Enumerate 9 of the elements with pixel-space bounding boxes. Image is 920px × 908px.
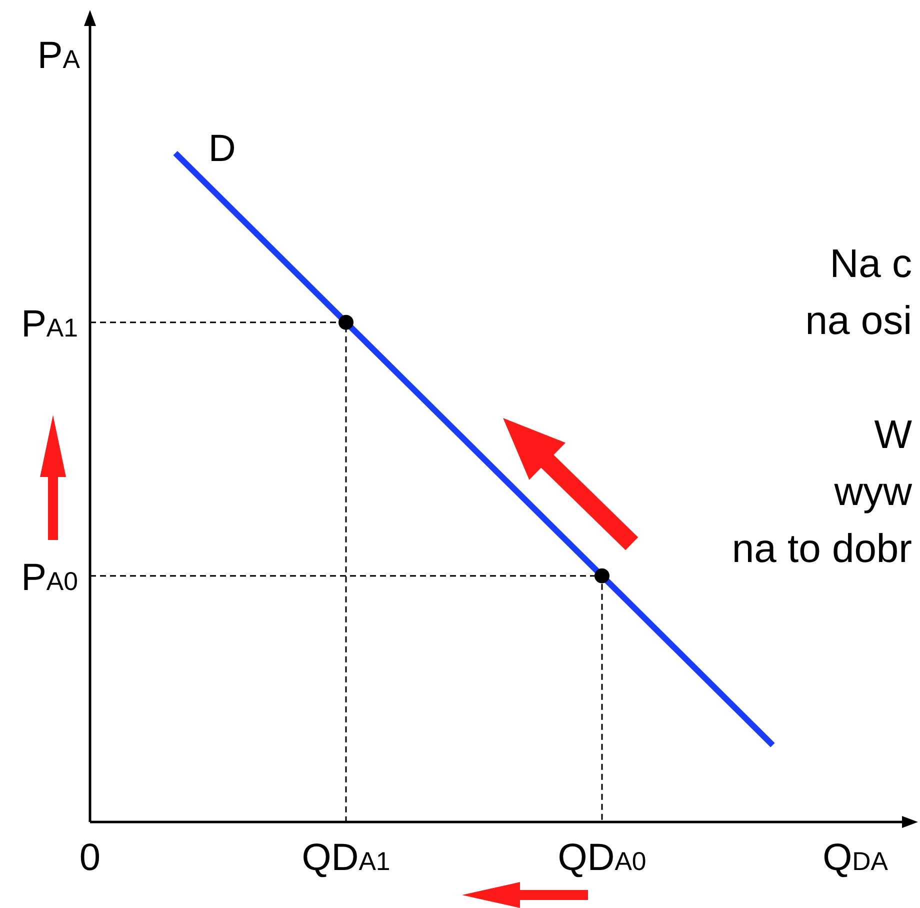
text: PA0 [21,556,78,599]
x-tick-label: 0 [79,837,101,879]
x-tick-label: QDA1 [302,837,390,879]
x-axis-title: QDA [822,837,889,879]
text: PA1 [21,303,78,346]
x-tick-label: QDA0 [558,837,646,879]
y-axis-title: PA [37,35,81,77]
series-label: D [208,128,236,170]
text: Na c na osi W wyw na to dobr [732,242,912,571]
